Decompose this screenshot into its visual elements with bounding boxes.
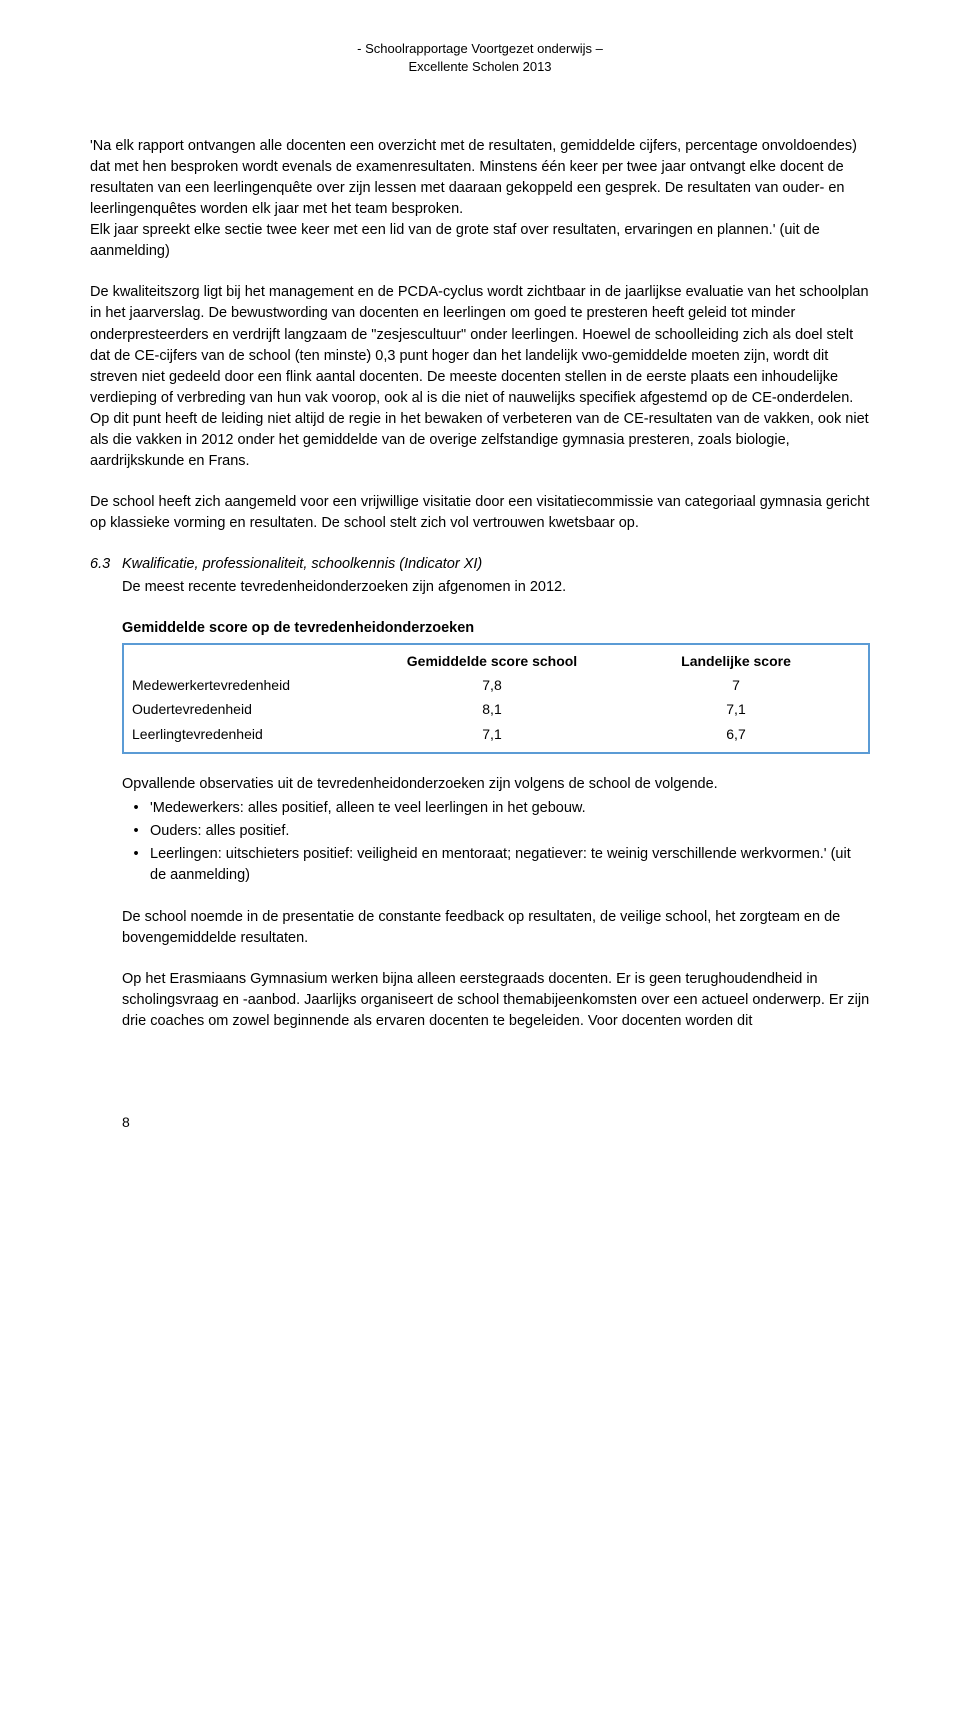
section-subtext: De meest recente tevredenheidonderzoeken… xyxy=(122,577,870,598)
row-school: 8,1 xyxy=(372,699,612,719)
section-heading-row: 6.3 Kwalificatie, professionaliteit, sch… xyxy=(90,554,870,575)
col-header-label xyxy=(132,651,372,671)
header-line-1: - Schoolrapportage Voortgezet onderwijs … xyxy=(90,40,870,58)
list-item: • Leerlingen: uitschieters positief: vei… xyxy=(122,843,870,887)
row-national: 7,1 xyxy=(612,699,860,719)
bullet-text: Ouders: alles positief. xyxy=(150,821,870,842)
para1-text: 'Na elk rapport ontvangen alle docenten … xyxy=(90,138,857,217)
bullet-icon: • xyxy=(122,798,150,819)
table-row: Medewerkertevredenheid 7,8 7 xyxy=(132,673,860,697)
table-heading: Gemiddelde score op de tevredenheidonder… xyxy=(122,618,870,639)
row-label: Medewerkertevredenheid xyxy=(132,675,372,695)
paragraph-4: De school noemde in de presentatie de co… xyxy=(122,907,870,949)
bullet-icon: • xyxy=(122,844,150,886)
para1b-text: Elk jaar spreekt elke sectie twee keer m… xyxy=(90,222,820,259)
scores-table: Gemiddelde score school Landelijke score… xyxy=(122,643,870,754)
observations-list: • 'Medewerkers: alles positief, alleen t… xyxy=(122,797,870,887)
page-number: 8 xyxy=(122,1112,870,1132)
row-school: 7,8 xyxy=(372,675,612,695)
header-line-2: Excellente Scholen 2013 xyxy=(90,58,870,76)
row-national: 7 xyxy=(612,675,860,695)
list-item: • Ouders: alles positief. xyxy=(122,820,870,843)
page-header: - Schoolrapportage Voortgezet onderwijs … xyxy=(90,40,870,76)
paragraph-2: De kwaliteitszorg ligt bij het managemen… xyxy=(90,282,870,471)
col-header-national: Landelijke score xyxy=(612,651,860,671)
row-label: Leerlingtevredenheid xyxy=(132,724,372,744)
bullet-text: 'Medewerkers: alles positief, alleen te … xyxy=(150,798,870,819)
row-national: 6,7 xyxy=(612,724,860,744)
observations-intro: Opvallende observaties uit de tevredenhe… xyxy=(122,774,870,795)
body-content: 'Na elk rapport ontvangen alle docenten … xyxy=(90,136,870,1132)
row-school: 7,1 xyxy=(372,724,612,744)
table-row: Leerlingtevredenheid 7,1 6,7 xyxy=(132,722,860,746)
paragraph-5: Op het Erasmiaans Gymnasium werken bijna… xyxy=(122,969,870,1032)
section-title: Kwalificatie, professionaliteit, schoolk… xyxy=(122,554,482,575)
table-header-row: Gemiddelde score school Landelijke score xyxy=(132,649,860,673)
table-row: Oudertevredenheid 8,1 7,1 xyxy=(132,697,860,721)
bullet-icon: • xyxy=(122,821,150,842)
document-page: - Schoolrapportage Voortgezet onderwijs … xyxy=(0,0,960,1192)
paragraph-1: 'Na elk rapport ontvangen alle docenten … xyxy=(90,136,870,262)
row-label: Oudertevredenheid xyxy=(132,699,372,719)
list-item: • 'Medewerkers: alles positief, alleen t… xyxy=(122,797,870,820)
col-header-school: Gemiddelde score school xyxy=(372,651,612,671)
bullet-text: Leerlingen: uitschieters positief: veili… xyxy=(150,844,870,886)
section-number: 6.3 xyxy=(90,554,122,575)
paragraph-3: De school heeft zich aangemeld voor een … xyxy=(90,492,870,534)
